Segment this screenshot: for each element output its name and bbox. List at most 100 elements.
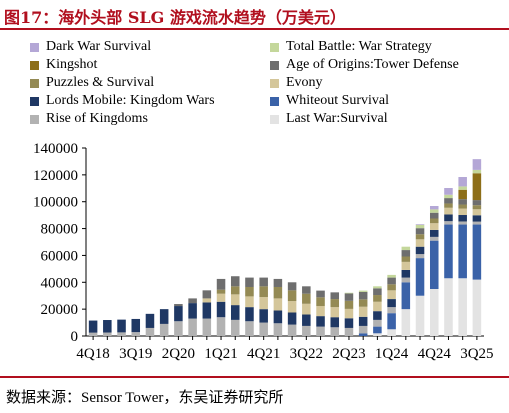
bar-segment: [316, 316, 325, 327]
legend-item: Whiteout Survival: [270, 92, 389, 110]
bar-segment: [358, 291, 368, 300]
bar-segment: [458, 208, 467, 216]
legend-label: Evony: [286, 75, 323, 90]
bar-segment: [330, 292, 340, 300]
bar-segment: [401, 250, 411, 257]
bar-segment: [458, 221, 467, 225]
bar-segment: [230, 305, 240, 320]
bar-segment: [415, 258, 425, 296]
x-tick-label: 4Q24: [418, 346, 452, 362]
bar-segment: [429, 206, 439, 210]
bar-segment: [216, 278, 226, 290]
bar-segment: [259, 286, 268, 298]
legend-item: Lords Mobile: Kingdom Wars: [30, 92, 215, 110]
bar-segment: [245, 277, 254, 287]
y-tick-label: 60000: [41, 248, 79, 264]
bar-segment: [245, 286, 254, 297]
legend-item: Evony: [270, 74, 323, 92]
bar-segment: [472, 221, 482, 225]
bar-segment: [387, 313, 396, 330]
bar-segment: [316, 290, 325, 298]
bar-segment: [458, 224, 467, 279]
bar-segment: [230, 319, 240, 336]
bar-segment: [259, 297, 268, 310]
bar-segment: [330, 299, 340, 308]
bar-segment: [472, 205, 482, 210]
bar-segment: [188, 298, 197, 304]
bar-segment: [259, 277, 268, 287]
bar-segment: [415, 246, 425, 255]
legend-label: Puzzles & Survival: [46, 75, 155, 90]
bar-segment: [401, 269, 411, 278]
bar-segment: [202, 302, 212, 319]
bar-segment: [358, 325, 368, 334]
y-tick-label: 140000: [33, 141, 78, 157]
bar-segment: [302, 293, 311, 304]
bar-segment: [216, 301, 226, 318]
legend-item: Puzzles & Survival: [30, 74, 154, 92]
bar-segment: [174, 321, 183, 336]
bar-segment: [444, 188, 453, 195]
bar-segment: [287, 324, 297, 336]
bar-segment: [131, 318, 141, 333]
bar-segment: [472, 215, 482, 222]
bar-segment: [401, 282, 411, 310]
legend-item: Dark War Survival: [30, 38, 151, 56]
y-tick-label: 80000: [41, 222, 79, 238]
bar-segment: [373, 288, 382, 296]
y-tick-label: 0: [71, 329, 79, 345]
figure-header: 图17：海外头部 SLG 游戏流水趋势（万美元）: [0, 0, 509, 30]
bar-segment: [344, 308, 354, 319]
legend-label: Last War:Survival: [286, 111, 388, 126]
bar-segment: [202, 298, 212, 303]
x-tick-label: 3Q19: [119, 346, 152, 362]
bar-segment: [373, 319, 382, 327]
bar-segment: [373, 295, 382, 302]
bar-segment: [159, 309, 169, 324]
bar-segment: [287, 282, 297, 291]
bar-segment: [245, 321, 254, 336]
legend-swatch: [270, 114, 279, 124]
legend-label: Lords Mobile: Kingdom Wars: [46, 93, 215, 108]
bar-segment: [401, 256, 411, 262]
bar-segment: [429, 212, 439, 219]
bar-segment: [344, 293, 354, 301]
bar-segment: [387, 284, 396, 291]
legend-item: Kingshot: [30, 56, 97, 74]
bar-segment: [273, 298, 283, 311]
legend-label: Rise of Kingdoms: [46, 111, 148, 126]
bar-segment: [373, 301, 382, 312]
bar-segment: [444, 224, 453, 279]
bar-segment: [472, 159, 482, 170]
bar-segment: [344, 300, 354, 309]
bar-segment: [88, 320, 98, 333]
bar-segment: [316, 326, 325, 336]
bar-segment: [103, 332, 112, 336]
bar-segment: [387, 277, 396, 285]
bar-segment: [316, 297, 325, 307]
bar-segment: [444, 207, 453, 215]
bar-segment: [444, 214, 453, 222]
legend-label: Total Battle: War Strategy: [286, 39, 432, 54]
x-tick-label: 2Q23: [332, 346, 365, 362]
bar-segment: [444, 221, 453, 225]
legend-swatch: [270, 78, 279, 88]
legend-swatch: [30, 60, 39, 70]
bar-segment: [373, 311, 382, 320]
bar-segment: [216, 317, 226, 336]
legend-item: Rise of Kingdoms: [30, 110, 148, 128]
x-tick-label: 1Q21: [204, 346, 237, 362]
bar-segment: [472, 209, 482, 216]
bar-segment: [358, 290, 368, 292]
figure-title: 图17：海外头部 SLG 游戏流水趋势（万美元）: [4, 8, 346, 27]
x-tick-label: 4Q21: [247, 346, 280, 362]
legend-item: Total Battle: War Strategy: [270, 38, 432, 56]
y-tick-label: 120000: [33, 168, 78, 184]
bar-segment: [472, 173, 482, 201]
legend-swatch: [270, 60, 279, 70]
bar-segment: [259, 322, 268, 336]
bar-segment: [429, 218, 439, 224]
bar-segment: [174, 306, 183, 322]
bar-segment: [259, 309, 268, 323]
bar-segment: [373, 333, 382, 336]
